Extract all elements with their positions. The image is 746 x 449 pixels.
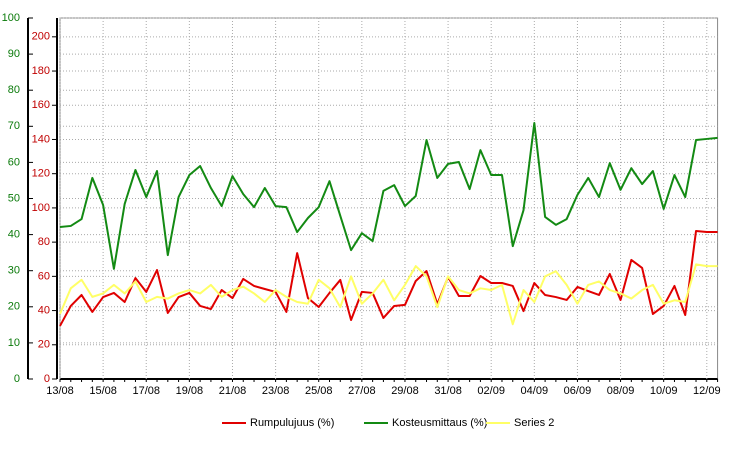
- y2-tick-label: 40: [38, 304, 50, 316]
- y2-tick-label: 120: [32, 168, 50, 180]
- x-tick-label: 08/09: [607, 385, 635, 397]
- x-tick-label: 19/08: [176, 385, 204, 397]
- y-tick-label: 40: [8, 229, 20, 241]
- y-tick-label: 70: [8, 120, 20, 132]
- y2-tick-label: 20: [38, 339, 50, 351]
- series-line: [59, 263, 718, 326]
- y-tick-label: 100: [2, 12, 20, 24]
- y2-tick-label: 60: [38, 270, 50, 282]
- y2-tick-label: 100: [32, 202, 50, 214]
- x-tick-label: 31/08: [434, 385, 462, 397]
- x-tick-label: 27/08: [348, 385, 376, 397]
- y-tick-label: 30: [8, 265, 20, 277]
- x-tick-label: 29/08: [391, 385, 419, 397]
- x-tick-label: 12/09: [693, 385, 721, 397]
- y2-tick-label: 180: [32, 65, 50, 77]
- y2-tick-label: 160: [32, 99, 50, 111]
- y2-tick-label: 200: [32, 31, 50, 43]
- x-tick-label: 17/08: [132, 385, 160, 397]
- x-tick-label: 23/08: [262, 385, 290, 397]
- x-tick-label: 06/09: [564, 385, 592, 397]
- x-tick-label: 13/08: [46, 385, 74, 397]
- y2-tick-label: 0: [44, 373, 50, 385]
- y-tick-label: 60: [8, 156, 20, 168]
- y-tick-label: 80: [8, 84, 20, 96]
- legend-label: Rumpulujuus (%): [250, 417, 334, 429]
- x-tick-label: 25/08: [305, 385, 333, 397]
- x-tick-label: 21/08: [219, 385, 247, 397]
- x-tick-label: 15/08: [89, 385, 117, 397]
- y-tick-label: 20: [8, 301, 20, 313]
- y2-tick-label: 140: [32, 133, 50, 145]
- legend-label: Series 2: [514, 417, 554, 429]
- y-tick-label: 90: [8, 48, 20, 60]
- x-tick-label: 02/09: [477, 385, 505, 397]
- x-tick-label: 04/09: [521, 385, 549, 397]
- series-line: [59, 122, 718, 270]
- y-tick-label: 10: [8, 337, 20, 349]
- y-tick-label: 0: [14, 373, 20, 385]
- x-tick-label: 10/09: [650, 385, 678, 397]
- legend-label: Kosteusmittaus (%): [392, 417, 487, 429]
- y-tick-label: 50: [8, 192, 20, 204]
- series-line: [59, 230, 718, 327]
- y2-tick-label: 80: [38, 236, 50, 248]
